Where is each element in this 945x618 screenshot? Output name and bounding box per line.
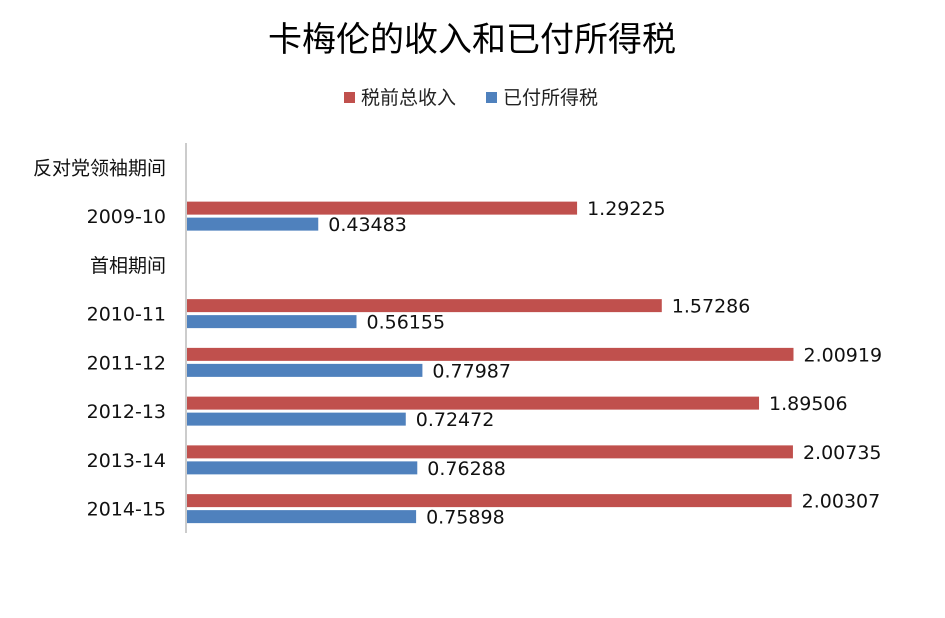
value-label-series-1: 1.29225 — [587, 198, 666, 220]
category-label: 首相期间 — [90, 255, 166, 277]
legend-label-series-1: 税前总收入 — [361, 87, 456, 109]
bars — [187, 201, 794, 524]
bar-series-1 — [187, 445, 793, 459]
bar-series-2 — [187, 363, 423, 377]
category-label: 2013-14 — [87, 450, 166, 472]
value-label-series-1: 2.00919 — [803, 344, 882, 366]
category-label: 反对党领袖期间 — [33, 157, 166, 179]
legend: 税前总收入 已付所得税 — [344, 87, 598, 109]
value-label-series-1: 2.00735 — [803, 442, 882, 464]
value-label-series-2: 0.77987 — [432, 360, 511, 382]
bar-series-1 — [187, 396, 760, 410]
value-label-series-2: 0.72472 — [416, 409, 495, 431]
value-label-series-2: 0.75898 — [426, 507, 505, 529]
value-labels: 1.29225 0.43483 1.57286 0.56155 2.00919 0.779… — [328, 198, 882, 529]
category-label: 2011-12 — [87, 352, 166, 374]
legend-label-series-2: 已付所得税 — [503, 87, 598, 109]
value-label-series-2: 0.43483 — [328, 214, 407, 236]
legend-swatch-series-2 — [486, 92, 497, 103]
bar-series-1 — [187, 347, 794, 361]
category-labels: 反对党领袖期间 2009-10 首相期间 2010-11 2011-12 2012-13 2… — [33, 157, 166, 520]
bar-series-2 — [187, 412, 406, 426]
chart-title: 卡梅伦的收入和已付所得税 — [268, 20, 676, 60]
bar-series-2 — [187, 315, 357, 329]
value-label-series-1: 1.89506 — [769, 393, 848, 415]
legend-swatch-series-1 — [344, 92, 355, 103]
category-label: 2010-11 — [87, 304, 166, 326]
value-label-series-2: 0.76288 — [427, 458, 506, 480]
value-label-series-1: 1.57286 — [672, 296, 751, 318]
category-label: 2009-10 — [87, 206, 166, 228]
bar-series-1 — [187, 201, 578, 215]
bar-series-2 — [187, 217, 319, 231]
value-label-series-2: 0.56155 — [367, 312, 446, 334]
bar-series-1 — [187, 299, 662, 313]
bar-series-2 — [187, 461, 418, 475]
bar-series-2 — [187, 510, 417, 524]
value-label-series-1: 2.00307 — [802, 491, 881, 513]
bar-series-1 — [187, 494, 792, 508]
category-label: 2014-15 — [87, 499, 166, 521]
category-label: 2012-13 — [87, 401, 166, 423]
